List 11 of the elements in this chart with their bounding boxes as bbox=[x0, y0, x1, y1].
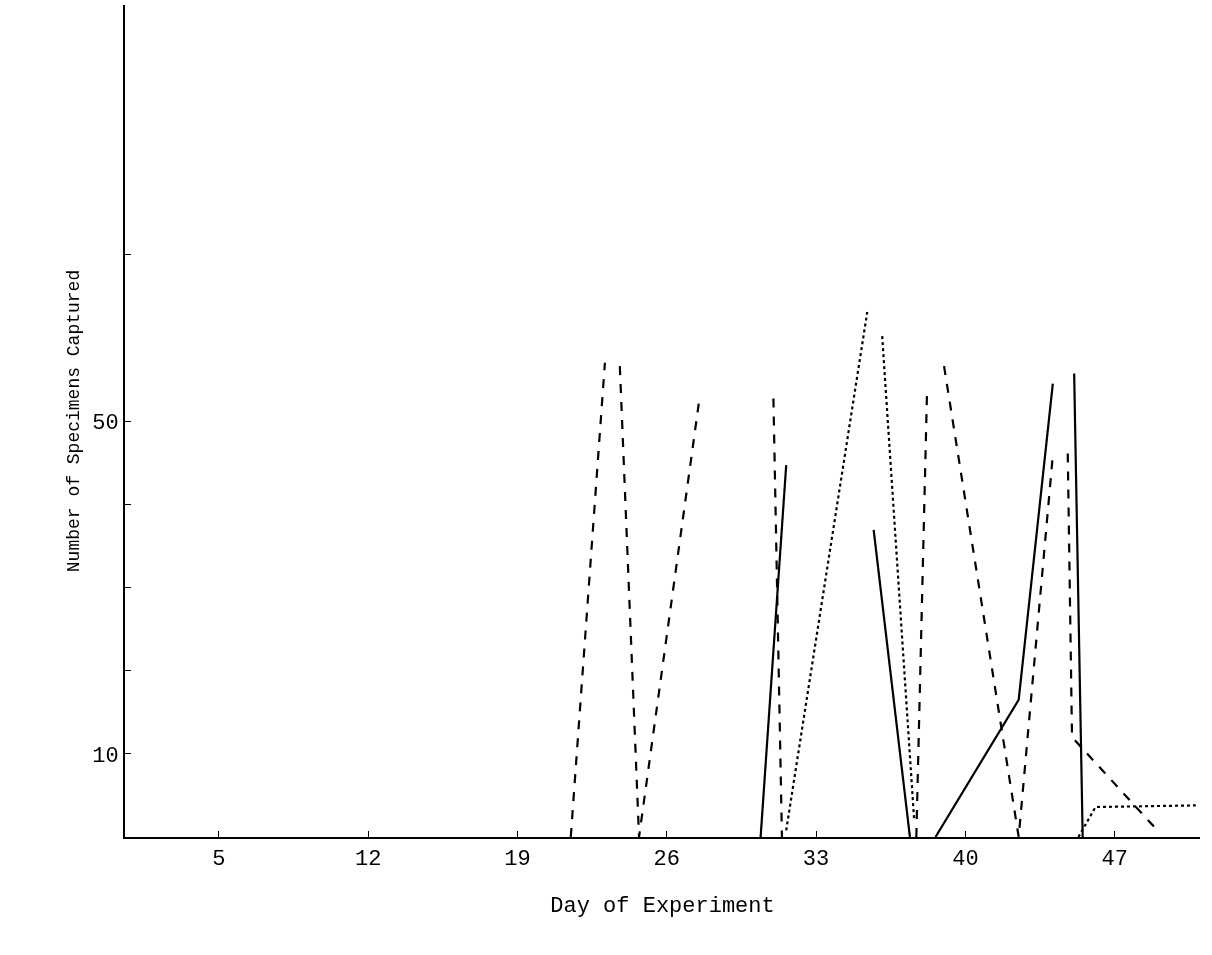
y-axis-title: Number of Specimens Captured bbox=[63, 269, 84, 573]
y-tick-label: 50 bbox=[92, 410, 119, 436]
x-tick-label: 12 bbox=[354, 847, 382, 873]
y-tick-label: 10 bbox=[92, 743, 119, 769]
x-tick-label: 47 bbox=[1101, 847, 1128, 873]
x-tick-label: 26 bbox=[653, 847, 680, 873]
x-tick-label: 19 bbox=[504, 847, 531, 873]
x-tick-label: 33 bbox=[802, 847, 830, 873]
x-tick-label: 5 bbox=[212, 847, 226, 873]
x-tick-label: 40 bbox=[952, 847, 979, 873]
x-axis-title: Day of Experiment bbox=[550, 893, 775, 919]
